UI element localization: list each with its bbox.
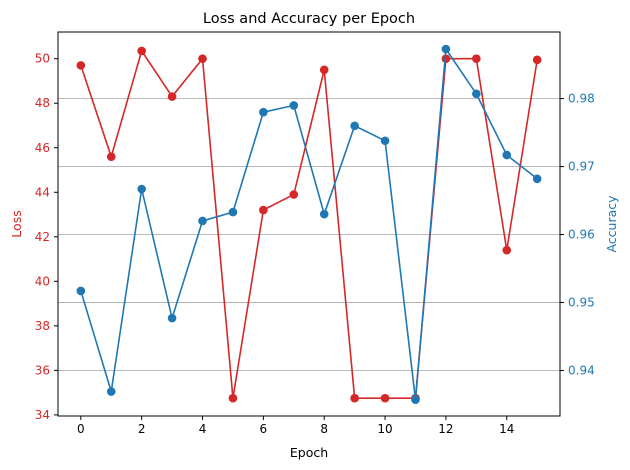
- x-tick-label: 10: [377, 422, 392, 436]
- left-series-point: [441, 54, 451, 64]
- right-tick-label: 0.96: [568, 228, 595, 242]
- right-series-line: [80, 46, 538, 400]
- right-series-point: [106, 387, 116, 396]
- left-series-point: [502, 245, 512, 255]
- right-tick-label: 0.95: [568, 295, 595, 309]
- left-axis-label: Loss: [9, 210, 24, 237]
- right-series-point: [350, 121, 359, 131]
- left-tick-label: 36: [35, 363, 50, 377]
- right-series-point: [532, 174, 542, 184]
- right-series-point: [137, 184, 146, 194]
- right-series-point: [411, 395, 420, 404]
- left-tick-label: 44: [35, 185, 50, 199]
- right-tick-label: 0.98: [568, 92, 595, 106]
- x-tick-label: 2: [138, 422, 146, 436]
- left-series-point: [167, 92, 177, 101]
- x-axis-ticks: 0 2 4 6 8 10 12 14: [77, 416, 514, 436]
- left-series-point: [198, 54, 207, 64]
- left-tick-label: 50: [35, 52, 50, 66]
- left-tick-label: 40: [35, 274, 50, 288]
- left-tick-label: 46: [35, 141, 50, 155]
- x-tick-label: 8: [320, 422, 328, 436]
- left-series-point: [289, 190, 299, 199]
- right-series-point: [228, 207, 238, 217]
- left-series-point: [319, 65, 329, 75]
- right-series-point: [472, 89, 481, 99]
- right-tick-label: 0.94: [568, 363, 595, 377]
- right-series-point: [76, 286, 86, 296]
- right-series-point: [319, 209, 329, 219]
- right-series-point: [198, 216, 207, 226]
- right-series-point: [380, 136, 390, 146]
- left-series-point: [532, 55, 542, 65]
- left-series-point: [380, 393, 390, 403]
- left-tick-label: 42: [35, 230, 50, 244]
- left-series-point: [228, 393, 238, 403]
- right-tick-label: 0.97: [568, 160, 595, 174]
- left-series-point: [137, 46, 146, 56]
- left-series-point: [259, 205, 268, 215]
- x-axis-label: Epoch: [290, 445, 328, 460]
- right-series-point: [289, 101, 299, 110]
- right-series-point: [441, 44, 451, 54]
- left-tick-label: 48: [35, 96, 50, 110]
- chart-title: Loss and Accuracy per Epoch: [203, 11, 415, 27]
- series-layer: [76, 44, 542, 404]
- left-series-point: [350, 393, 359, 403]
- left-series-point: [106, 152, 116, 161]
- x-tick-label: 12: [438, 422, 453, 436]
- right-series-point: [167, 313, 177, 323]
- x-tick-label: 14: [499, 422, 514, 436]
- x-tick-label: 0: [77, 422, 85, 436]
- right-axis-label: Accuracy: [604, 195, 619, 253]
- left-tick-label: 34: [35, 408, 50, 422]
- left-series-line: [80, 49, 538, 399]
- left-series-point: [472, 54, 481, 64]
- plot-frame: [57, 31, 561, 417]
- x-tick-label: 6: [260, 422, 268, 436]
- left-tick-label: 38: [35, 319, 50, 333]
- left-series-point: [76, 61, 86, 70]
- right-axis-ticks: 0.94 0.95 0.96 0.97 0.98: [560, 92, 595, 377]
- left-axis-ticks: 34 36 38 40 42 44 46 48 50: [35, 52, 58, 422]
- grid-lines: [58, 98, 560, 371]
- x-tick-label: 4: [199, 422, 207, 436]
- right-series-point: [502, 150, 512, 160]
- right-series-point: [259, 107, 268, 117]
